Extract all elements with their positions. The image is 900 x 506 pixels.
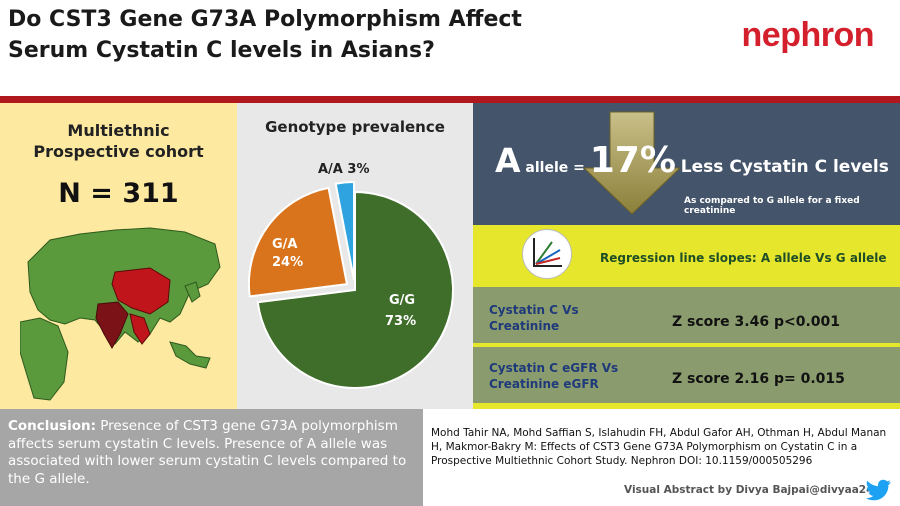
down-arrow-icon xyxy=(582,111,682,215)
header-divider xyxy=(0,96,900,103)
gg-slice-label-2: 73% xyxy=(385,314,416,329)
stat-row xyxy=(473,347,900,403)
genotype-title: Genotype prevalence xyxy=(265,118,445,136)
stat-zscore: Z score 2.16 p= 0.015 xyxy=(672,371,845,387)
stat-label-line-1: Cystatin C Vs xyxy=(489,303,579,317)
cohort-size: N = 311 xyxy=(58,178,179,209)
citation[interactable]: Mohd Tahir NA, Mohd Saffian S, Islahudin… xyxy=(431,427,887,467)
allele-a: A xyxy=(495,141,521,180)
title-line-1: Do CST3 Gene G73A Polymorphism Affect xyxy=(8,7,522,32)
conclusion-heading: Conclusion: xyxy=(8,418,96,434)
allele-effect-panel xyxy=(473,103,900,225)
cohort-line-2: Prospective cohort xyxy=(33,142,204,161)
stat-row xyxy=(473,287,900,343)
title-line-2: Serum Cystatin C levels in Asians? xyxy=(8,38,435,63)
pie-slice-aa xyxy=(334,181,356,281)
pie-slice-gg xyxy=(256,190,454,389)
regression-chart-icon xyxy=(533,238,562,267)
allele-percent: 17% xyxy=(589,140,676,181)
conclusion-body: Presence of CST3 gene G73A polymorphism … xyxy=(8,418,407,487)
stat-label-line-2: Creatinine eGFR xyxy=(489,377,599,391)
row-divider xyxy=(473,403,900,409)
allele-effect-text: A allele = 17% Less Cystatin C levels xyxy=(495,140,889,181)
nephron-logo[interactable]: nephron xyxy=(741,16,875,54)
page-title: Do CST3 Gene G73A Polymorphism Affect Se… xyxy=(8,4,648,66)
allele-compared-note: As compared to G allele for a fixed crea… xyxy=(684,196,860,216)
credit-line[interactable]: Visual Abstract by Divya Bajpai@divyaa24 xyxy=(624,484,874,496)
twitter-bird-icon[interactable] xyxy=(864,479,892,501)
cohort-line-1: Multiethnic xyxy=(67,121,170,140)
asia-map-icon xyxy=(20,227,221,401)
cohort-heading: Multiethnic Prospective cohort xyxy=(0,120,237,162)
genotype-pie-chart: G/A 24% G/G 73% xyxy=(247,181,454,389)
stat-label: Cystatin C Vs Creatinine xyxy=(489,302,579,334)
allele-less-text: Less Cystatin C levels xyxy=(680,157,889,177)
regression-text: Regression line slopes: A allele Vs G al… xyxy=(600,251,887,265)
regression-chart-icon-bg xyxy=(522,229,572,279)
ga-slice-label-1: G/A xyxy=(272,237,297,252)
aa-slice-label: A/A 3% xyxy=(318,162,370,177)
stat-label-line-1: Cystatin C eGFR Vs xyxy=(489,361,619,375)
gg-slice-label-1: G/G xyxy=(389,293,415,308)
row-divider xyxy=(473,343,900,347)
stat-label-line-2: Creatinine xyxy=(489,319,560,333)
allele-word: allele = xyxy=(525,160,585,176)
conclusion-panel xyxy=(0,409,423,506)
row-divider xyxy=(473,283,900,287)
stat-zscore: Z score 3.46 p<0.001 xyxy=(672,314,840,330)
pie-slice-ga xyxy=(247,186,349,298)
conclusion-text: Conclusion: Presence of CST3 gene G73A p… xyxy=(8,418,418,488)
ga-slice-label-2: 24% xyxy=(272,255,303,270)
stat-label: Cystatin C eGFR Vs Creatinine eGFR xyxy=(489,360,618,392)
